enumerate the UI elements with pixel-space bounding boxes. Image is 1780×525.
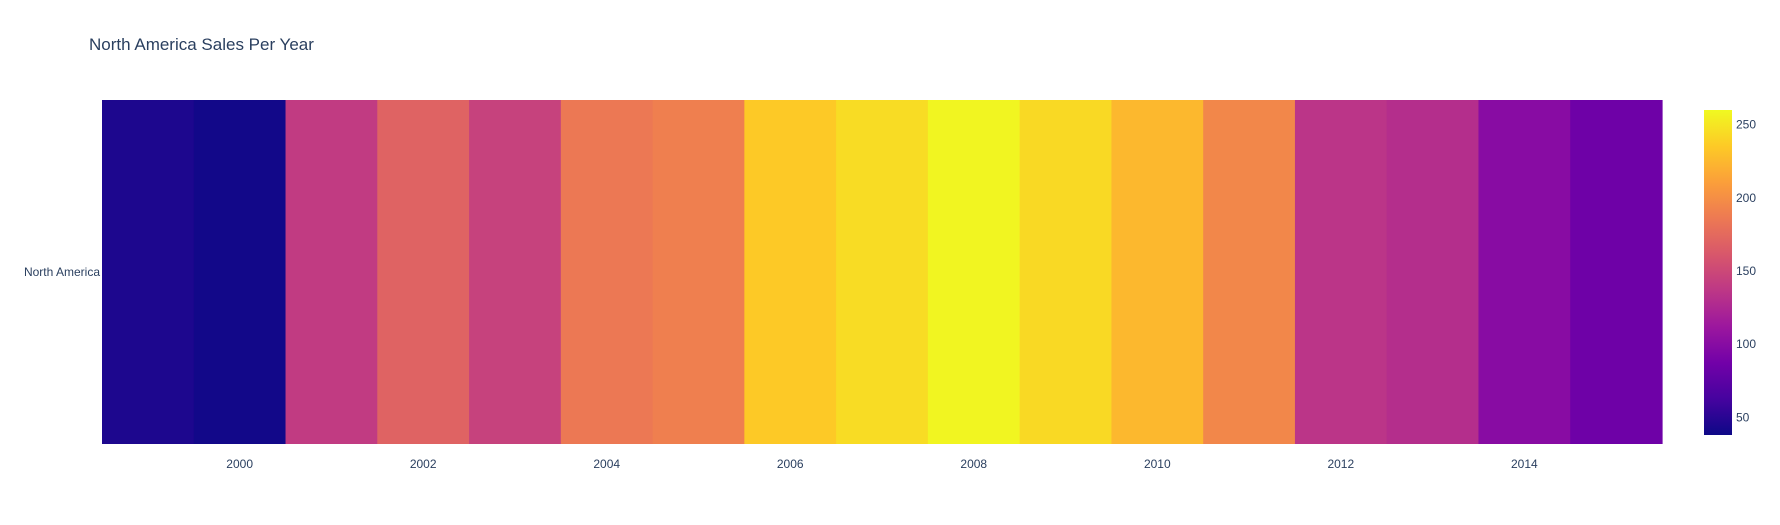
heatmap-cell-2006 [744,100,837,444]
x-axis-ticks: 2000 2002 2004 2006 2008 2010 2012 2014 [226,457,1538,471]
heatmap-cell-2011 [1203,100,1296,444]
heatmap-cell-2010 [1111,100,1204,444]
heatmap-cell-2012 [1294,100,1388,444]
y-axis-ticks: North America [24,265,100,279]
y-tick-label: North America [24,265,100,279]
heatmap-cell-2013 [1386,100,1480,444]
heatmap-cell-2003 [469,100,562,444]
heatmap-cell-2007 [836,100,929,444]
chart-title: North America Sales Per Year [89,35,314,54]
heatmap-cells [102,100,1663,444]
heatmap-cell-2014 [1478,100,1571,444]
x-tick-label: 2012 [1327,457,1354,471]
colorbar-tick-label: 200 [1736,191,1756,205]
heatmap-cell-2005 [652,100,745,444]
heatmap-cell-1999 [102,100,195,444]
x-tick-label: 2008 [960,457,987,471]
heatmap-cell-2009 [1019,100,1113,444]
heatmap-cell-2002 [377,100,470,444]
colorbar: 50 100 150 200 250 [1704,110,1756,435]
x-tick-label: 2010 [1144,457,1171,471]
x-tick-label: 2006 [777,457,804,471]
x-tick-label: 2002 [410,457,437,471]
colorbar-tick-label: 250 [1736,118,1756,132]
heatmap-cell-2004 [560,100,654,444]
heatmap-cell-2000 [193,100,287,444]
heatmap-cell-2008 [927,100,1021,444]
heatmap-cell-2015 [1570,100,1663,444]
heatmap-cell-2001 [285,100,378,444]
colorbar-tick-label: 150 [1736,264,1756,278]
x-tick-label: 2014 [1511,457,1538,471]
colorbar-gradient [1704,110,1732,435]
colorbar-tick-label: 100 [1736,337,1756,351]
colorbar-tick-label: 50 [1736,410,1750,424]
x-tick-label: 2000 [226,457,253,471]
x-tick-label: 2004 [593,457,620,471]
